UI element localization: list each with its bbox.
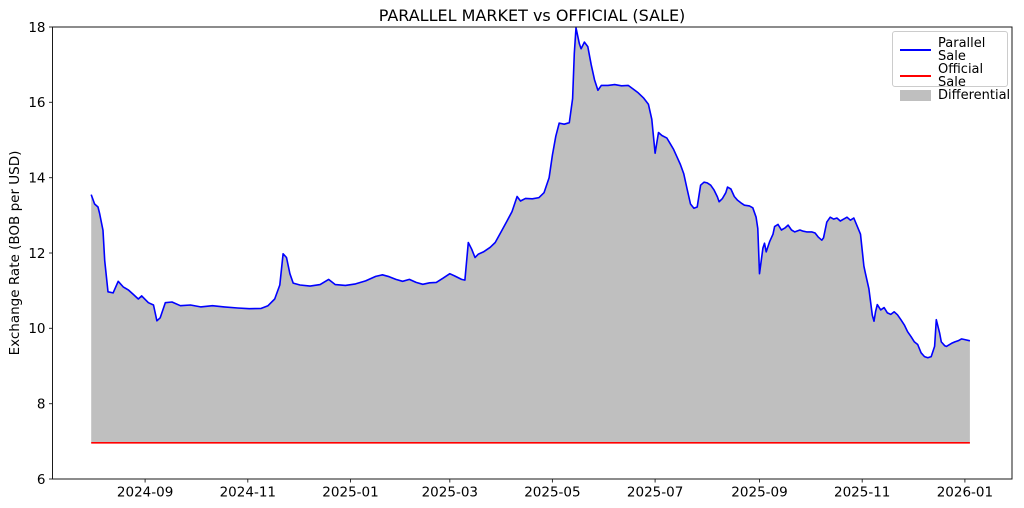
chart-title: PARALLEL MARKET vs OFFICIAL (SALE) [378,6,686,25]
x-tick-label: 2025-09 [731,485,787,501]
differential-fill [91,27,970,443]
x-tick-label: 2025-07 [627,485,683,501]
x-tick-label: 2025-05 [524,485,580,501]
legend-item-parallel-sale: Parallel Sale [900,37,1000,63]
x-tick-label: 2025-01 [322,485,378,501]
y-tick-label: 16 [28,95,45,111]
y-axis-label: Exchange Rate (BOB per USD) [7,150,23,356]
y-tick-label: 14 [28,171,45,187]
legend-line-swatch-red [900,75,931,77]
legend-label: Parallel Sale [938,36,986,64]
x-tick-label: 2026-01 [937,485,993,501]
legend: Parallel Sale Official Sale Differential [892,31,1010,102]
y-tick-label: 12 [28,246,45,262]
x-tick-label: 2025-11 [834,485,890,501]
legend-patch-swatch-gray [900,90,931,101]
x-tick-label: 2024-11 [220,485,276,501]
y-tick-label: 8 [37,397,46,413]
y-tick-label: 10 [28,321,45,337]
parallel-line [90,27,971,359]
legend-line-swatch-blue [900,49,931,51]
legend-item-official-sale: Official Sale [900,63,1000,89]
y-tick-label: 6 [37,472,46,488]
legend-label: Official Sale [938,62,984,90]
y-tick-label: 18 [28,20,45,36]
x-tick-label: 2025-03 [422,485,478,501]
x-tick-label: 2024-09 [117,485,173,501]
legend-item-differential: Differential [900,89,1010,102]
legend-label: Differential [938,88,1011,103]
